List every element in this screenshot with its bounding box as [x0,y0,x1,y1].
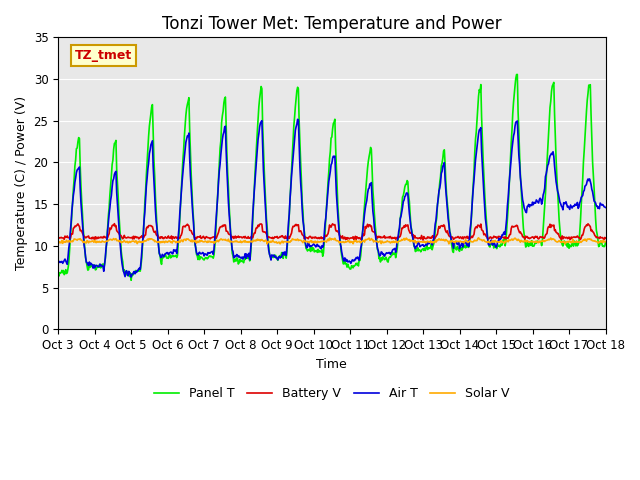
Air T [294,117,301,122]
X-axis label: Time: Time [316,358,348,371]
Air T [199,250,207,255]
Panel T [431,228,439,234]
Air T [432,217,440,223]
Panel T [175,231,183,237]
Battery V [378,234,385,240]
Panel T [513,72,521,77]
Panel T [602,240,609,245]
Panel T [553,174,561,180]
Line: Panel T: Panel T [58,74,605,280]
Panel T [127,277,135,283]
Air T [553,184,561,190]
Air T [54,260,62,266]
Solar V [264,241,271,247]
Air T [602,204,609,210]
Panel T [324,180,332,185]
Solar V [324,236,332,242]
Panel T [199,256,207,262]
Solar V [553,239,561,245]
Battery V [602,235,609,241]
Solar V [54,239,62,244]
Title: Tonzi Tower Met: Temperature and Power: Tonzi Tower Met: Temperature and Power [162,15,502,33]
Battery V [199,234,207,240]
Line: Air T: Air T [58,120,605,277]
Air T [325,179,333,184]
Battery V [419,237,427,243]
Legend: Panel T, Battery V, Air T, Solar V: Panel T, Battery V, Air T, Solar V [149,382,515,405]
Panel T [54,269,62,275]
Battery V [324,231,332,237]
Line: Solar V: Solar V [58,238,605,244]
Solar V [198,238,205,243]
Solar V [378,240,385,246]
Solar V [431,238,439,244]
Battery V [553,230,561,236]
Battery V [54,235,62,240]
Air T [175,225,183,230]
Solar V [175,240,182,245]
Battery V [111,221,118,227]
Y-axis label: Temperature (C) / Power (V): Temperature (C) / Power (V) [15,96,28,270]
Solar V [475,235,483,240]
Line: Battery V: Battery V [58,224,605,240]
Panel T [378,255,385,261]
Battery V [432,234,440,240]
Air T [378,250,386,255]
Text: TZ_tmet: TZ_tmet [75,49,132,62]
Battery V [175,235,183,240]
Air T [127,274,135,280]
Solar V [602,239,609,244]
